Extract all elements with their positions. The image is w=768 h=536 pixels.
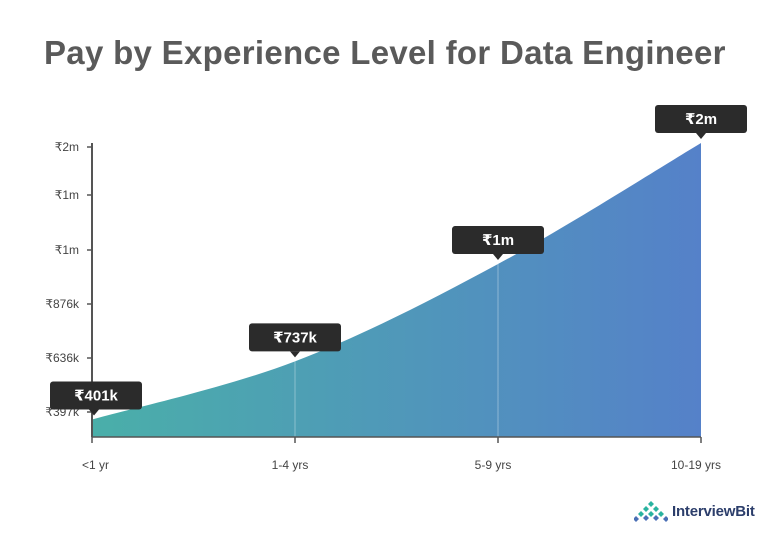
y-tick-label: ₹1m	[55, 188, 79, 202]
value-tag-box	[452, 226, 544, 255]
chart-title: Pay by Experience Level for Data Enginee…	[44, 34, 726, 71]
x-tick-label: <1 yr	[82, 458, 109, 472]
value-tag-pointer	[89, 409, 99, 416]
x-tick-label: 5-9 yrs	[475, 458, 512, 472]
y-tick-label: ₹1m	[55, 243, 79, 257]
value-tag-pointer	[696, 133, 706, 139]
y-tick-label: ₹876k	[45, 297, 80, 311]
interviewbit-logo-icon	[634, 501, 668, 522]
brand-name: InterviewBit	[672, 502, 755, 520]
value-tag: ₹1m	[452, 226, 544, 261]
value-label: ₹1m	[482, 232, 514, 249]
brand-logo: InterviewBit	[634, 500, 755, 522]
value-tag-pointer	[493, 254, 503, 261]
value-tag: ₹401k	[50, 381, 142, 416]
y-tick-label: ₹636k	[45, 351, 80, 365]
value-label: ₹737k	[273, 329, 317, 346]
y-tick-label: ₹2m	[55, 140, 79, 154]
value-tag-box	[249, 323, 341, 352]
x-tick-label: 10-19 yrs	[671, 458, 721, 472]
value-label: ₹2m	[685, 111, 717, 128]
pay-area	[92, 143, 701, 437]
x-tick-label: 1-4 yrs	[272, 458, 309, 472]
value-tag-box	[655, 105, 747, 133]
value-label: ₹401k	[74, 388, 118, 405]
value-tag-pointer	[290, 351, 300, 358]
value-tag: ₹2m	[655, 105, 747, 139]
value-tag-box	[50, 381, 142, 410]
value-tag: ₹737k	[249, 323, 341, 358]
